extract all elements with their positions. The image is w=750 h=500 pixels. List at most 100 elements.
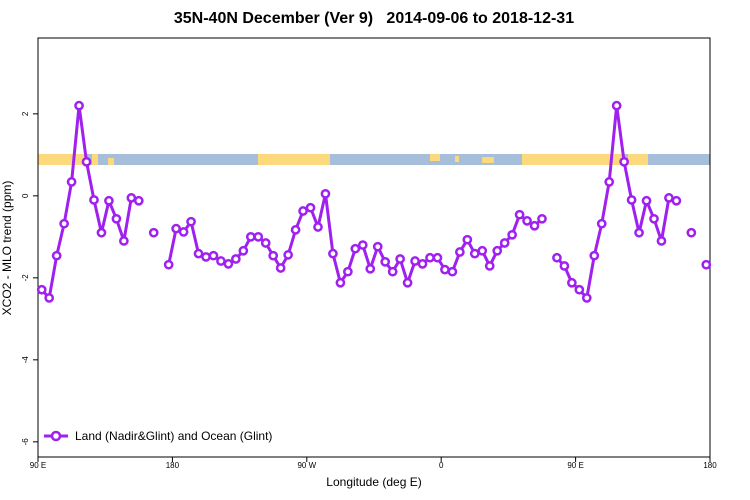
data-point xyxy=(201,252,211,262)
data-point xyxy=(119,236,129,246)
data-point xyxy=(111,213,122,224)
data-point xyxy=(522,216,532,226)
legend: Land (Nadir&Glint) and Ocean (Glint) xyxy=(44,429,272,443)
data-point xyxy=(589,250,600,261)
data-point xyxy=(133,195,144,206)
data-point xyxy=(231,254,241,264)
data-point xyxy=(313,222,323,232)
data-point xyxy=(619,156,629,167)
data-point xyxy=(268,250,279,261)
data-point xyxy=(81,156,92,167)
data-point xyxy=(320,188,331,199)
data-point xyxy=(514,209,525,220)
data-point xyxy=(208,250,219,261)
data-point xyxy=(36,284,47,295)
land-band xyxy=(92,154,98,165)
data-point xyxy=(432,252,443,263)
data-point xyxy=(537,213,547,224)
data-point xyxy=(275,263,286,273)
data-point xyxy=(328,248,338,259)
data-point xyxy=(380,256,391,267)
data-point xyxy=(664,193,674,203)
data-point xyxy=(529,220,540,231)
y-tick-label: -2 xyxy=(21,274,30,282)
data-point xyxy=(552,252,562,263)
data-point xyxy=(148,227,159,238)
data-point xyxy=(298,206,308,216)
data-point xyxy=(701,259,712,270)
data-point xyxy=(410,256,420,266)
data-point xyxy=(559,261,570,271)
x-tick-label: 180 xyxy=(166,461,180,470)
x-tick-label: 90 W xyxy=(297,461,316,470)
data-point xyxy=(66,177,77,187)
data-point xyxy=(96,227,107,238)
data-point xyxy=(656,236,667,246)
x-tick-label: 180 xyxy=(703,461,717,470)
land-band xyxy=(455,156,459,162)
land-band xyxy=(430,154,440,161)
data-point xyxy=(387,266,398,277)
surface-band xyxy=(38,154,710,165)
y-tick-label: -4 xyxy=(21,356,30,364)
data-point xyxy=(343,266,353,277)
data-point xyxy=(253,231,264,242)
data-point xyxy=(126,193,137,203)
land-band xyxy=(482,157,494,163)
data-point xyxy=(581,293,592,303)
data-point xyxy=(649,213,659,224)
y-tick-label: -6 xyxy=(21,438,30,446)
data-point xyxy=(171,223,181,234)
data-point xyxy=(305,202,316,213)
data-point xyxy=(89,195,99,205)
data-point xyxy=(59,218,69,229)
data-point xyxy=(425,252,435,263)
land-band xyxy=(38,154,86,165)
data-point xyxy=(469,248,480,259)
data-point xyxy=(626,195,637,205)
data-point xyxy=(74,100,84,111)
plot-frame xyxy=(37,37,711,458)
data-point xyxy=(596,218,607,229)
land-band xyxy=(258,154,330,165)
data-point xyxy=(193,248,204,259)
data-point xyxy=(634,227,644,238)
data-point xyxy=(611,100,622,111)
land-band xyxy=(522,154,622,165)
x-tick-label: 0 xyxy=(439,461,444,470)
data-point xyxy=(260,238,271,248)
data-point xyxy=(186,216,196,227)
x-tick-label: 90 E xyxy=(567,461,583,470)
data-point xyxy=(44,293,55,303)
data-point xyxy=(335,277,346,288)
y-axis-label: XCO2 - MLO trend (ppm) xyxy=(0,181,14,316)
data-point xyxy=(462,234,473,245)
data-point xyxy=(372,241,383,252)
data-point xyxy=(402,277,413,288)
data-point xyxy=(216,256,226,266)
data-point xyxy=(395,254,405,264)
data-point xyxy=(357,240,368,250)
data-point xyxy=(417,259,428,269)
data-point xyxy=(283,250,293,260)
data-point xyxy=(492,245,503,256)
data-point xyxy=(440,264,450,275)
data-point xyxy=(238,245,249,256)
data-point xyxy=(604,177,615,187)
data-point xyxy=(365,263,376,274)
data-point xyxy=(641,195,652,206)
chart-title: 35N-40N December (Ver 9) 2014-09-06 to 2… xyxy=(174,10,574,27)
data-point xyxy=(686,227,697,238)
ocean-band xyxy=(38,154,710,165)
land-band xyxy=(628,154,648,165)
data-point xyxy=(223,259,234,269)
data-point xyxy=(290,225,301,235)
data-point xyxy=(477,245,488,256)
data-point xyxy=(484,261,495,271)
data-point xyxy=(671,195,682,206)
land-band xyxy=(108,158,114,165)
y-tick-label: 2 xyxy=(21,111,30,116)
x-axis-label: Longitude (deg E) xyxy=(326,475,421,489)
data-point xyxy=(350,243,361,254)
